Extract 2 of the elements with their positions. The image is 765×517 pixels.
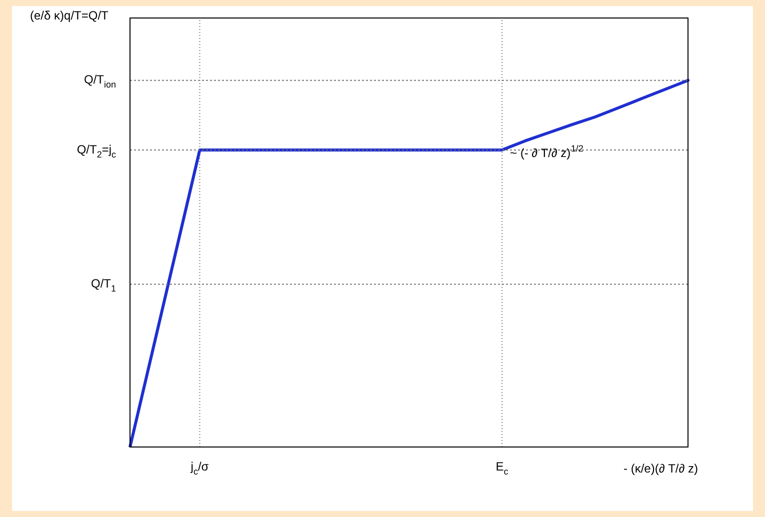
text: (e/δ κ)q/T=Q/T — [30, 8, 110, 22]
x-axis-title: - (κ/e)(∂ T/∂ z) — [623, 461, 698, 476]
